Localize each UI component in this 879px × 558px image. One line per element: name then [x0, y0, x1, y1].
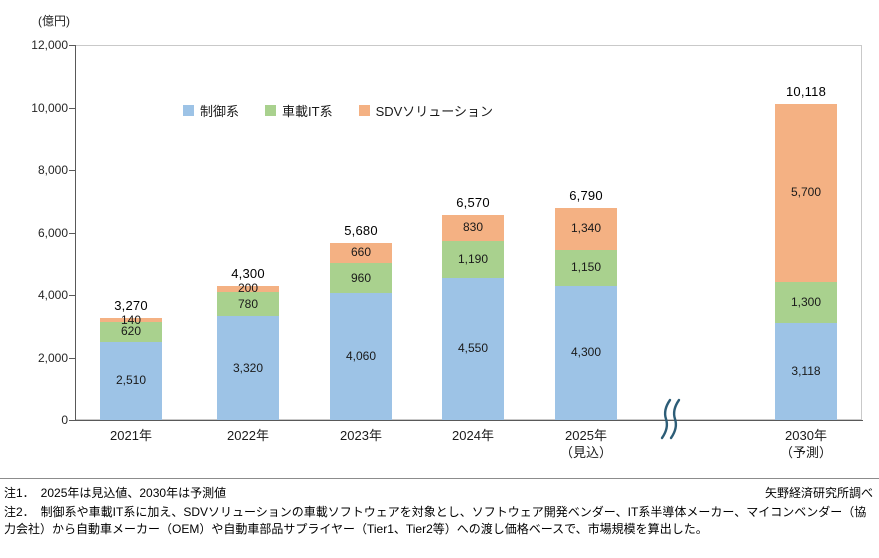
- legend-item: 車載IT系: [265, 101, 333, 120]
- bar-segment-SDVソリューション: [100, 317, 162, 323]
- bar-segment-value: 830: [462, 220, 484, 235]
- legend-item: SDVソリューション: [358, 101, 494, 120]
- y-axis-tick-label: 4,000: [37, 288, 68, 302]
- bar-segment-車載IT系: [775, 281, 837, 323]
- bar-segment-value: 620: [120, 324, 142, 339]
- legend-item: 制御系: [183, 101, 239, 120]
- bar-segment-value: 5,700: [790, 185, 822, 200]
- bar-total-value: 6,570: [456, 194, 490, 210]
- bar-segment-車載IT系: [330, 263, 392, 294]
- footnote-row-1: 注1． 2025年は見込値、2030年は予測値 矢野経済研究所調べ: [4, 484, 873, 501]
- legend-swatch-icon: [265, 105, 277, 116]
- note-2: 注2． 制御系や車載IT系に加え、SDVソリューションの車載ソフトウェアを対象と…: [4, 505, 867, 537]
- bar-segment-制御系: [775, 322, 837, 420]
- y-axis-tick-label: 2,000: [37, 350, 68, 365]
- bar-segment-車載IT系: [100, 322, 162, 342]
- bar-segment-value: 1,300: [790, 294, 822, 309]
- y-axis-tick-label: 8,000: [37, 163, 68, 177]
- y-axis-tick-mark: [69, 107, 75, 109]
- bar-segment-value: 1,190: [457, 251, 489, 266]
- bar-segment-SDVソリューション: [555, 207, 617, 250]
- bar-total-value: 10,118: [786, 83, 826, 99]
- y-axis-tick-label: 6,000: [37, 225, 68, 240]
- bar-segment-value: 4,550: [457, 341, 489, 356]
- bar-segment-車載IT系: [442, 240, 504, 278]
- bar-segment-value: 660: [350, 245, 372, 260]
- bar-segment-SDVソリューション: [775, 103, 837, 282]
- legend-swatch-icon: [183, 105, 194, 116]
- bar-total-value: 4,300: [231, 265, 265, 281]
- axis-break-icon: [660, 398, 681, 440]
- bar-segment-value: 140: [120, 312, 142, 327]
- bar-segment-SDVソリューション: [330, 242, 392, 264]
- bar-segment-value: 960: [350, 270, 372, 285]
- bar-segment-制御系: [442, 277, 504, 420]
- bar-segment-value: 1,150: [570, 260, 602, 275]
- source-credit: 矢野経済研究所調べ: [764, 486, 873, 500]
- bar-segment-value: 4,300: [570, 345, 602, 360]
- legend-label: 制御系: [200, 104, 240, 119]
- y-axis-tick-label: 10,000: [31, 100, 68, 115]
- bar-segment-SDVソリューション: [217, 285, 279, 292]
- legend-label: 車載IT系: [282, 104, 333, 119]
- x-axis-category-sublabel: （見込）: [559, 445, 612, 460]
- y-axis-tick-label: 12,000: [31, 38, 68, 52]
- bar-segment-制御系: [217, 316, 279, 420]
- y-axis-line: [75, 45, 76, 421]
- x-axis-category-label: 2025年 （見込）: [536, 427, 636, 461]
- y-axis-tick-mark: [69, 357, 75, 359]
- y-axis-tick-mark: [69, 170, 75, 171]
- y-axis-tick-mark: [69, 295, 75, 296]
- y-axis-tick-mark: [69, 45, 75, 46]
- legend-swatch-icon: [358, 105, 370, 116]
- bar-segment-value: 1,340: [570, 221, 602, 236]
- legend: 制御系 車載IT系 SDVソリューション: [183, 101, 493, 120]
- footnotes: 注1． 2025年は見込値、2030年は予測値 矢野経済研究所調べ 注2． 制御…: [0, 478, 879, 539]
- y-axis-tick-mark: [69, 232, 75, 234]
- bar-total-value: 3,270: [114, 297, 148, 313]
- x-axis-category-label: 2024年: [452, 428, 494, 443]
- x-axis-category-label: 2022年: [227, 428, 269, 443]
- bar-segment-value: 2,510: [115, 373, 147, 388]
- bar-segment-value: 3,118: [791, 363, 821, 378]
- x-axis-category-label: 2021年: [110, 428, 152, 443]
- x-axis-category-sublabel: （予測）: [779, 445, 832, 460]
- bar-total-value: 6,790: [569, 187, 603, 203]
- x-axis-line: [75, 420, 863, 421]
- x-axis-category-label: 2030年 （予測）: [756, 427, 856, 461]
- bar-segment-制御系: [100, 341, 162, 420]
- bar-segment-車載IT系: [555, 249, 617, 286]
- bar-segment-value: 4,060: [345, 349, 377, 364]
- x-axis-category-label: 2023年: [340, 428, 382, 443]
- y-axis-tick-label: 0: [61, 413, 68, 427]
- bar-segment-制御系: [330, 293, 392, 420]
- bar-segment-制御系: [555, 285, 617, 420]
- bar-segment-value: 3,320: [232, 360, 264, 375]
- bar-total-value: 5,680: [344, 222, 378, 238]
- legend-label: SDVソリューション: [375, 104, 494, 119]
- y-axis-tick-mark: [69, 420, 75, 421]
- y-axis-unit-label: (億円): [38, 14, 70, 28]
- bar-segment-value: 780: [237, 296, 259, 311]
- bar-segment-SDVソリューション: [442, 214, 504, 241]
- bar-segment-value: 200: [237, 281, 259, 296]
- note-1: 注1． 2025年は見込値、2030年は予測値: [4, 486, 227, 500]
- bar-segment-車載IT系: [217, 291, 279, 317]
